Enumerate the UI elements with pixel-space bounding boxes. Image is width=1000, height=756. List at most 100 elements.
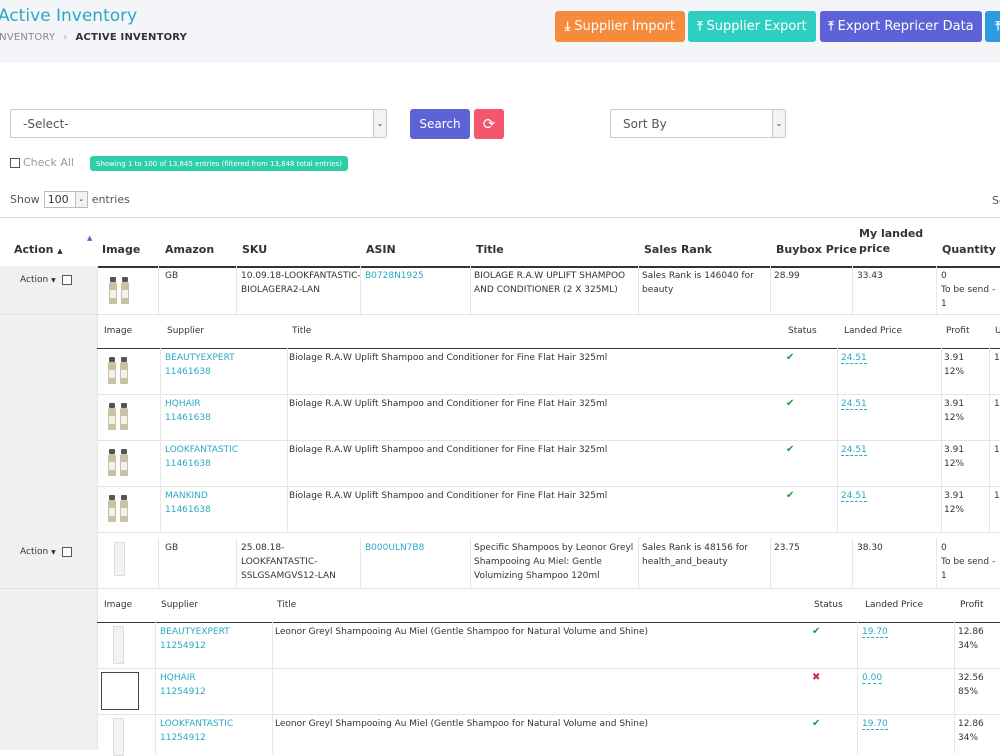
breadcrumb-current: ACTIVE INVENTORY xyxy=(75,32,188,43)
status-check-icon: ✔ xyxy=(786,398,795,409)
subcol-profit: Profit xyxy=(960,600,984,610)
supplier-title: Leonor Greyl Shampooing Au Miel (Gentle … xyxy=(275,627,648,637)
status-check-icon: ✔ xyxy=(812,718,821,729)
landed-price-link[interactable]: 24.51 xyxy=(841,399,867,410)
product-group: Action ▼ GB 25.08.18- LOOKFANTASTIC- SSLGS… xyxy=(0,538,1000,756)
col-image[interactable]: Image xyxy=(102,243,141,256)
upload-icon: ⤒ xyxy=(697,19,703,33)
sort-indicator-icon: ▲ xyxy=(87,234,93,242)
supplier-link[interactable]: MANKIND 11461638 xyxy=(165,491,211,515)
status-check-icon: ✔ xyxy=(812,626,821,637)
table-search-label: Se xyxy=(992,194,1000,207)
chevron-down-icon: ⌄ xyxy=(772,110,785,137)
product-quantity: 0 To be send - 1 xyxy=(941,271,996,309)
subcol-title: Title xyxy=(292,326,312,336)
row-checkbox[interactable] xyxy=(61,275,72,285)
supplier-link[interactable]: BEAUTYEXPERT 11461638 xyxy=(165,353,235,377)
caret-down-icon: ▼ xyxy=(51,276,56,284)
supplier-title: Leonor Greyl Shampooing Au Miel (Gentle … xyxy=(275,719,648,729)
product-quantity: 0 To be send - 1 xyxy=(941,543,996,581)
supplier-profit: 3.91 12% xyxy=(944,445,965,469)
row-checkbox[interactable] xyxy=(61,547,72,557)
product-sku: 10.09.18-LOOKFANTASTIC- BIOLAGERA2-LAN xyxy=(241,271,361,295)
supplier-export-button[interactable]: ⤒ Supplier Export xyxy=(688,11,816,42)
search-button[interactable]: Search xyxy=(410,109,470,139)
supplier-thumbnail xyxy=(107,446,133,480)
supplier-row: LOOKFANTASTIC 11254912 Leonor Greyl Shamp… xyxy=(97,714,1000,756)
chevron-down-icon: ⌄ xyxy=(74,192,87,207)
supplier-profit: 32.56 85% xyxy=(958,673,984,697)
check-all-checkbox[interactable] xyxy=(10,157,20,168)
supplier-link[interactable]: HQHAIR 11254912 xyxy=(160,673,206,697)
check-all[interactable]: Check All xyxy=(10,156,74,169)
supplier-link[interactable]: LOOKFANTASTIC 11461638 xyxy=(165,445,239,469)
subcol-image: Image xyxy=(104,600,133,610)
col-asin[interactable]: ASIN xyxy=(366,243,396,256)
product-asin-link[interactable]: B000ULN7B8 xyxy=(365,543,425,553)
status-check-icon: ✔ xyxy=(786,444,795,455)
extra-upload-button[interactable]: ⤒ xyxy=(985,11,1000,42)
page-length: Show 100 ⌄ entries xyxy=(10,191,130,208)
product-sales-rank: Sales Rank is 146040 for beauty xyxy=(642,271,754,295)
subcol-landed-price: Landed Price xyxy=(844,326,903,336)
filter-select[interactable]: -Select- ⌄ xyxy=(10,109,387,138)
supplier-extra: 1 xyxy=(994,399,1000,409)
product-row: Action ▼ GB 25.08.18- LOOKFANTASTIC- SSLGS… xyxy=(0,538,1000,589)
entries-info-badge: Showing 1 to 100 of 13,845 entries (filt… xyxy=(90,156,348,171)
supplier-extra: 1 xyxy=(994,353,1000,363)
table-header: Action ▲ ▲ Image Amazon SKU ASIN Title S… xyxy=(0,217,1000,268)
refresh-button[interactable]: ⟳ xyxy=(474,109,504,139)
amazon-market: GB xyxy=(165,543,179,553)
landed-price-link[interactable]: 19.70 xyxy=(862,627,888,638)
supplier-extra: 1 xyxy=(994,491,1000,501)
landed-price-link[interactable]: 24.51 xyxy=(841,353,867,364)
product-thumbnail xyxy=(108,274,134,308)
col-sku[interactable]: SKU xyxy=(242,243,268,256)
supplier-row: BEAUTYEXPERT 11461638 Biolage R.A.W Uplif… xyxy=(97,348,1000,395)
col-my-landed-price[interactable]: My landed price xyxy=(859,227,924,255)
supplier-link[interactable]: LOOKFANTASTIC 11254912 xyxy=(160,719,234,743)
page-length-select[interactable]: 100 ⌄ xyxy=(43,191,88,208)
supplier-thumbnail xyxy=(107,492,133,526)
subcol-profit: Profit xyxy=(946,326,970,336)
product-landed-price: 33.43 xyxy=(857,271,883,281)
sort-by-select[interactable]: Sort By ⌄ xyxy=(610,109,786,138)
product-row: Action ▼ GB 10.09.18-LOOKFANTASTIC- BIOLA… xyxy=(0,266,1000,315)
export-repricer-data-button[interactable]: ⤒ Export Repricer Data xyxy=(820,11,982,42)
col-action[interactable]: Action ▲ xyxy=(14,243,63,256)
supplier-row: HQHAIR 11461638 Biolage R.A.W Uplift Sham… xyxy=(97,394,1000,441)
supplier-thumbnail xyxy=(107,354,133,388)
col-quantity[interactable]: Quantity xyxy=(942,243,996,256)
supplier-link[interactable]: BEAUTYEXPERT 11254912 xyxy=(160,627,230,651)
product-asin-link[interactable]: B0728N1925 xyxy=(365,271,424,281)
product-group: Action ▼ GB 10.09.18-LOOKFANTASTIC- BIOLA… xyxy=(0,266,1000,538)
landed-price-link[interactable]: 24.51 xyxy=(841,445,867,456)
upload-icon: ⤒ xyxy=(995,19,1000,33)
page-header: Active Inventory INVENTORY › ACTIVE INVENT… xyxy=(0,0,1000,63)
product-sku: 25.08.18- LOOKFANTASTIC- SSLGSAMGVS12-LAN xyxy=(241,543,336,581)
supplier-import-button[interactable]: ⤓ Supplier Import xyxy=(555,11,685,42)
col-buybox-price[interactable]: Buybox Price xyxy=(776,243,857,256)
subcol-supplier: Supplier xyxy=(161,600,199,610)
supplier-row: MANKIND 11461638 Biolage R.A.W Uplift Sha… xyxy=(97,486,1000,533)
supplier-link[interactable]: HQHAIR 11461638 xyxy=(165,399,211,423)
product-title: BIOLAGE R.A.W UPLIFT SHAMPOO AND CONDITIO… xyxy=(474,271,626,295)
subcol-status: Status xyxy=(814,600,843,610)
landed-price-link[interactable]: 24.51 xyxy=(841,491,867,502)
landed-price-link[interactable]: 0.00 xyxy=(862,673,883,684)
row-action-dropdown[interactable]: Action ▼ xyxy=(20,547,75,557)
supplier-thumbnail-empty xyxy=(101,672,139,710)
product-title: Specific Shampoos by Leonor Greyl Shampoo… xyxy=(474,543,634,581)
col-sales-rank[interactable]: Sales Rank xyxy=(644,243,712,256)
supplier-thumbnail xyxy=(107,400,133,434)
supplier-title: Biolage R.A.W Uplift Shampoo and Conditi… xyxy=(289,353,608,363)
col-title[interactable]: Title xyxy=(476,243,504,256)
row-action-dropdown[interactable]: Action ▼ xyxy=(20,275,75,285)
page-title: Active Inventory xyxy=(0,6,138,26)
amazon-market: GB xyxy=(165,271,179,281)
supplier-profit: 3.91 12% xyxy=(944,353,965,377)
supplier-profit: 12.86 34% xyxy=(958,627,984,651)
breadcrumb-inventory[interactable]: INVENTORY xyxy=(0,32,56,43)
landed-price-link[interactable]: 19.70 xyxy=(862,719,888,730)
col-amazon[interactable]: Amazon xyxy=(165,243,215,256)
